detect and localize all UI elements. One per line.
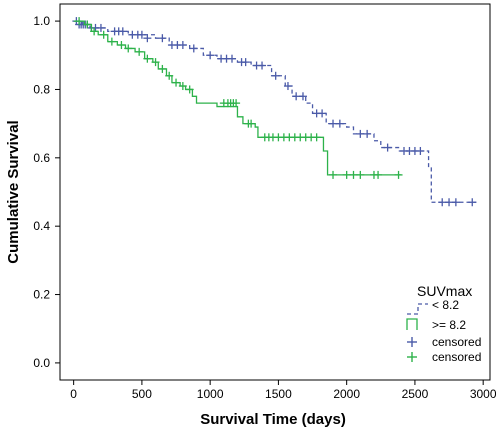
censored-marker <box>329 170 338 179</box>
legend-label-censored-low: censored <box>432 335 481 349</box>
censored-marker <box>349 170 358 179</box>
x-tick-label: 3000 <box>470 387 496 401</box>
x-tick-label: 2000 <box>333 387 360 401</box>
censored-marker <box>356 129 365 138</box>
censored-marker <box>158 34 167 43</box>
y-tick-label: 0.2 <box>33 288 50 302</box>
censored-marker <box>356 170 365 179</box>
censored-marker <box>206 51 215 60</box>
censored-marker <box>451 198 460 207</box>
censored-marker <box>83 20 92 29</box>
censored-marker <box>107 37 116 46</box>
censored-marker <box>374 170 383 179</box>
legend-swatch-low <box>407 303 428 315</box>
censored-marker <box>445 198 454 207</box>
legend-title: SUVmax <box>417 283 472 299</box>
censored-marker <box>298 92 307 101</box>
censored-marker <box>137 30 146 39</box>
y-tick-label: 0.8 <box>33 82 50 96</box>
censored-marker <box>416 146 425 155</box>
censored-marker <box>118 27 127 36</box>
censored-marker <box>99 30 108 39</box>
legend-censored-low-marker <box>407 337 417 347</box>
legend-label-low: < 8.2 <box>432 298 459 312</box>
censored-marker <box>342 170 351 179</box>
censored-marker <box>151 58 160 67</box>
censored-marker <box>283 82 292 91</box>
censored-marker <box>271 71 280 80</box>
censored-marker <box>228 54 236 63</box>
y-tick-label: 0.6 <box>33 151 50 165</box>
censored-marker <box>143 34 152 43</box>
censored-marker <box>143 54 152 63</box>
censored-marker <box>90 27 99 36</box>
censored-marker <box>258 61 267 70</box>
legend: SUVmax < 8.2 >= 8.2 censored censored <box>406 283 481 364</box>
series-suv-high <box>73 17 403 179</box>
censored-marker <box>75 17 84 26</box>
x-tick-label: 1500 <box>265 387 292 401</box>
censored-marker <box>394 170 403 179</box>
censored-marker <box>135 47 144 56</box>
legend-label-censored-high: censored <box>432 350 481 364</box>
censored-marker <box>241 58 250 67</box>
censored-marker <box>124 44 133 53</box>
censored-marker <box>363 129 372 138</box>
x-tick-label: 2500 <box>402 387 429 401</box>
censored-marker <box>312 133 321 142</box>
censored-marker <box>158 64 167 73</box>
censored-marker <box>172 78 181 87</box>
censored-marker <box>165 71 174 80</box>
legend-label-high: >= 8.2 <box>432 318 466 332</box>
censored-marker <box>292 92 301 101</box>
y-tick-label: 0.4 <box>33 219 50 233</box>
x-tick-label: 0 <box>70 387 77 401</box>
censored-marker <box>335 119 344 128</box>
x-tick-label: 500 <box>132 387 152 401</box>
censored-marker <box>383 143 392 152</box>
plot-area <box>59 3 491 381</box>
censored-marker <box>178 82 187 91</box>
censored-marker <box>232 99 241 108</box>
censored-marker <box>117 41 126 50</box>
censored-marker <box>178 41 187 50</box>
censored-marker <box>318 109 327 118</box>
censored-marker <box>468 198 477 207</box>
censored-marker <box>96 23 105 32</box>
legend-censored-high-marker <box>407 352 417 362</box>
survival-curve <box>73 20 402 176</box>
series-suv-low <box>72 17 477 207</box>
legend-swatch-high <box>406 318 418 330</box>
censored-marker <box>329 119 338 128</box>
y-axis-title: Cumulative Survival <box>5 120 22 263</box>
y-tick-label: 0.0 <box>33 356 50 370</box>
censored-marker <box>185 85 194 94</box>
x-tick-label: 1000 <box>197 387 224 401</box>
series-layer <box>72 17 477 207</box>
censored-marker <box>247 119 256 128</box>
y-tick-label: 1.0 <box>33 14 50 28</box>
censored-marker <box>438 198 447 207</box>
x-axis-title: Survival Time (days) <box>200 411 346 428</box>
axis-ticks: 0 500 1000 1500 2000 2500 3000 0.0 0.2 0.4 0.6 0.8 1… <box>33 14 496 401</box>
censored-marker <box>189 44 198 53</box>
